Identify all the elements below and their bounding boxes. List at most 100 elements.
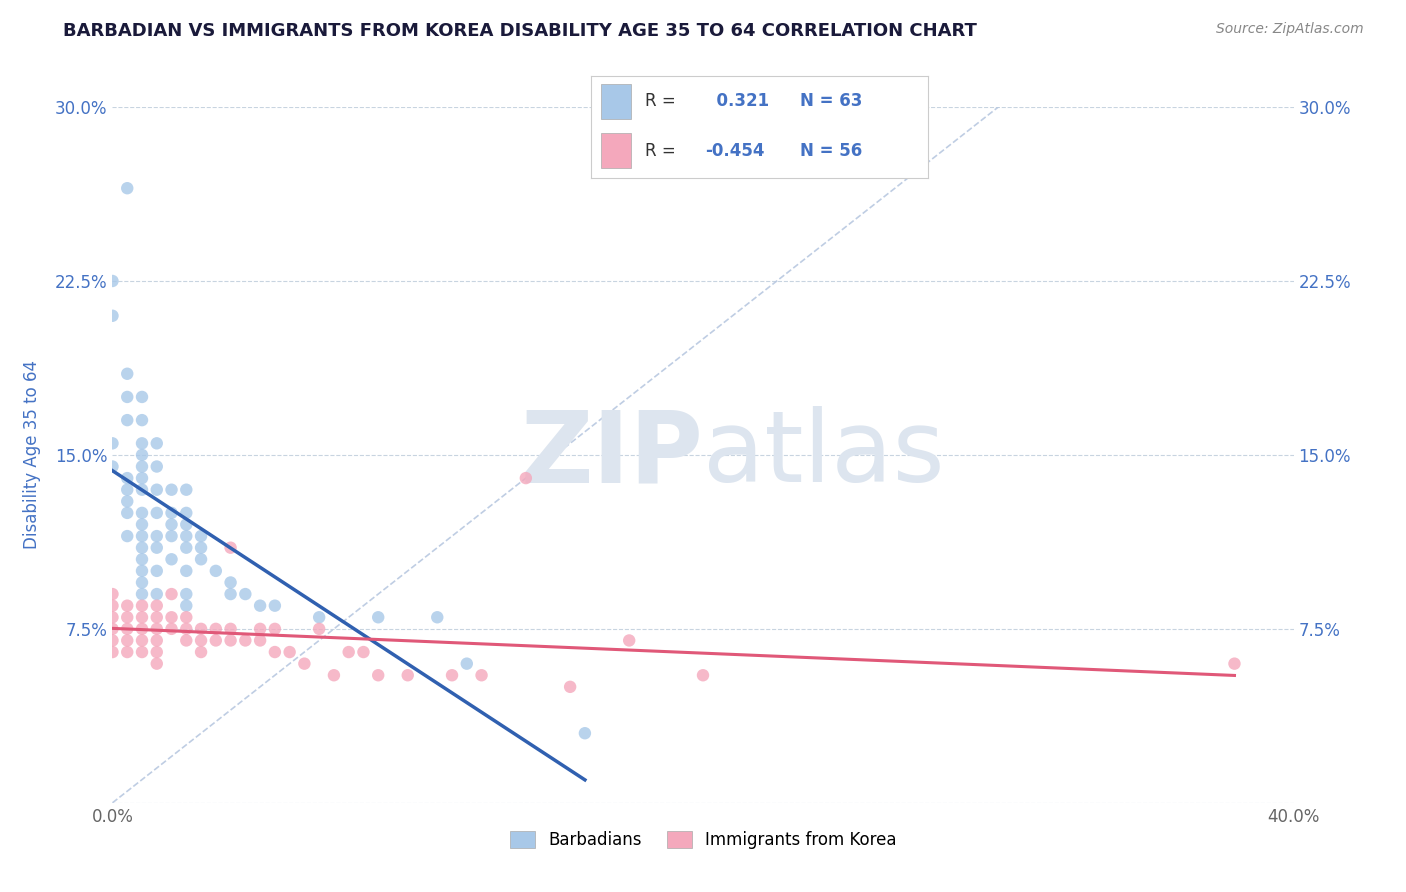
Point [174, 541, 197, 555]
Point [190, 645, 212, 659]
Point [441, 668, 464, 682]
Point [146, 657, 169, 671]
Point [131, 483, 153, 497]
Point [308, 610, 330, 624]
FancyBboxPatch shape [600, 84, 631, 119]
Point [160, 483, 183, 497]
Point [131, 448, 153, 462]
Point [264, 645, 287, 659]
Point [367, 610, 389, 624]
Point [367, 668, 389, 682]
Text: -0.454: -0.454 [706, 142, 765, 160]
Point [131, 599, 153, 613]
Point [131, 622, 153, 636]
Point [219, 575, 242, 590]
Point [205, 564, 228, 578]
Legend: Barbadians, Immigrants from Korea: Barbadians, Immigrants from Korea [502, 822, 904, 857]
Point [160, 506, 183, 520]
Point [174, 564, 197, 578]
Point [160, 610, 183, 624]
Point [174, 610, 197, 624]
Point [117, 181, 138, 195]
Point [131, 459, 153, 474]
Point [264, 599, 287, 613]
Point [146, 587, 169, 601]
Point [456, 657, 478, 671]
Text: N = 56: N = 56 [800, 142, 862, 160]
Point [146, 506, 169, 520]
Point [117, 483, 138, 497]
Point [117, 494, 138, 508]
Point [160, 529, 183, 543]
Point [131, 552, 153, 566]
Point [117, 367, 138, 381]
Point [558, 680, 582, 694]
Text: R =: R = [644, 93, 675, 111]
Point [117, 471, 138, 485]
Point [101, 622, 124, 636]
Point [308, 622, 330, 636]
Point [146, 459, 169, 474]
Point [146, 436, 169, 450]
Point [117, 622, 138, 636]
Point [146, 599, 169, 613]
Point [574, 726, 596, 740]
Point [160, 622, 183, 636]
Point [205, 633, 228, 648]
Text: BARBADIAN VS IMMIGRANTS FROM KOREA DISABILITY AGE 35 TO 64 CORRELATION CHART: BARBADIAN VS IMMIGRANTS FROM KOREA DISAB… [63, 22, 977, 40]
Point [174, 633, 197, 648]
Point [174, 506, 197, 520]
Point [101, 599, 124, 613]
Point [190, 633, 212, 648]
Point [692, 668, 714, 682]
Point [131, 610, 153, 624]
Point [174, 587, 197, 601]
Text: ZIP: ZIP [520, 407, 703, 503]
Text: N = 63: N = 63 [800, 93, 862, 111]
Point [117, 506, 138, 520]
Point [249, 633, 271, 648]
Point [101, 587, 124, 601]
Point [352, 645, 374, 659]
Point [146, 622, 169, 636]
Point [117, 633, 138, 648]
Point [174, 483, 197, 497]
Point [117, 610, 138, 624]
Text: Source: ZipAtlas.com: Source: ZipAtlas.com [1216, 22, 1364, 37]
Point [131, 633, 153, 648]
Point [190, 552, 212, 566]
Point [249, 599, 271, 613]
Point [146, 610, 169, 624]
Point [131, 517, 153, 532]
Point [619, 633, 641, 648]
Point [131, 575, 153, 590]
Point [160, 587, 183, 601]
Point [233, 587, 256, 601]
Point [131, 390, 153, 404]
Point [131, 541, 153, 555]
Text: atlas: atlas [703, 407, 945, 503]
Point [101, 309, 124, 323]
Point [160, 552, 183, 566]
Point [101, 645, 124, 659]
Point [101, 610, 124, 624]
Point [101, 633, 124, 648]
Point [146, 564, 169, 578]
Point [117, 645, 138, 659]
Point [190, 541, 212, 555]
Point [101, 274, 124, 288]
Point [146, 633, 169, 648]
Point [117, 413, 138, 427]
Point [117, 529, 138, 543]
FancyBboxPatch shape [600, 133, 631, 168]
Point [146, 541, 169, 555]
Point [131, 645, 153, 659]
Point [131, 529, 153, 543]
Point [515, 471, 537, 485]
Point [117, 390, 138, 404]
Point [264, 622, 287, 636]
Point [190, 622, 212, 636]
Point [219, 541, 242, 555]
Point [174, 622, 197, 636]
Point [101, 459, 124, 474]
